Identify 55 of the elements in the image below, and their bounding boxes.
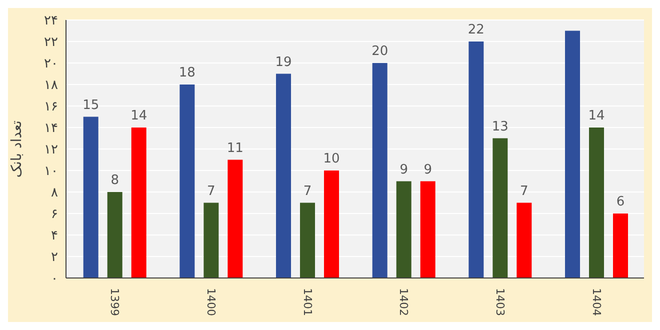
bar [107, 192, 122, 278]
y-tick-label: ۶ [51, 207, 58, 222]
data-label: 9 [400, 162, 408, 178]
bar [492, 138, 508, 278]
y-tick-label: ۲۴ [44, 14, 58, 29]
bar [589, 128, 604, 278]
data-label: 18 [178, 66, 196, 80]
y-tick-label: ۱۰ [44, 164, 58, 180]
y-tick-label: ۱۶ [44, 100, 58, 115]
bar [228, 160, 243, 278]
y-tick-label: ۱۸ [44, 78, 58, 94]
x-tick-label: 1400 [204, 288, 218, 316]
bar [276, 74, 292, 278]
data-label: 9 [424, 162, 432, 178]
data-label: 13 [492, 119, 508, 134]
bar [180, 84, 195, 278]
x-tick-label: 1402 [397, 288, 410, 316]
bar [324, 170, 340, 278]
data-label: 22 [468, 22, 484, 38]
bar [396, 181, 412, 278]
x-tick-label: 1401 [300, 288, 314, 316]
data-label: 14 [130, 108, 148, 124]
data-label: 7 [303, 184, 312, 199]
y-tick-label: ۱۴ [44, 121, 58, 136]
data-label: 7 [520, 184, 528, 199]
y-tick-label: ۱۲ [44, 142, 58, 158]
data-label: 6 [616, 194, 625, 210]
data-label: 19 [275, 54, 292, 70]
bar [204, 202, 219, 278]
data-label: 15 [82, 98, 100, 113]
bar [468, 42, 484, 278]
x-tick-label: 1404 [590, 288, 603, 316]
bar [613, 214, 628, 278]
y-tick-label: ۲۰ [44, 56, 58, 72]
bar [516, 202, 532, 278]
bar [83, 116, 98, 278]
y-tick-label: ۴ [51, 228, 58, 244]
x-tick-label: 1403 [493, 288, 506, 316]
y-tick-label: ۰ [51, 272, 58, 287]
y-tick-label: ۲ [51, 250, 58, 266]
y-tick-label: ۸ [51, 186, 58, 201]
x-tick-label: 1399 [108, 288, 122, 316]
bar [420, 181, 436, 278]
data-label: 7 [207, 184, 216, 199]
bar [131, 128, 146, 278]
bar [565, 30, 580, 278]
data-label: 20 [372, 44, 388, 59]
data-label: 10 [323, 152, 340, 166]
data-label: 8 [110, 173, 119, 188]
bar [300, 202, 316, 278]
y-tick-label: ۲۲ [44, 35, 58, 50]
y-axis-title: تعداد بانک [8, 120, 25, 178]
data-label: 14 [588, 108, 605, 124]
bar [372, 63, 388, 278]
data-label: 11 [226, 140, 244, 156]
